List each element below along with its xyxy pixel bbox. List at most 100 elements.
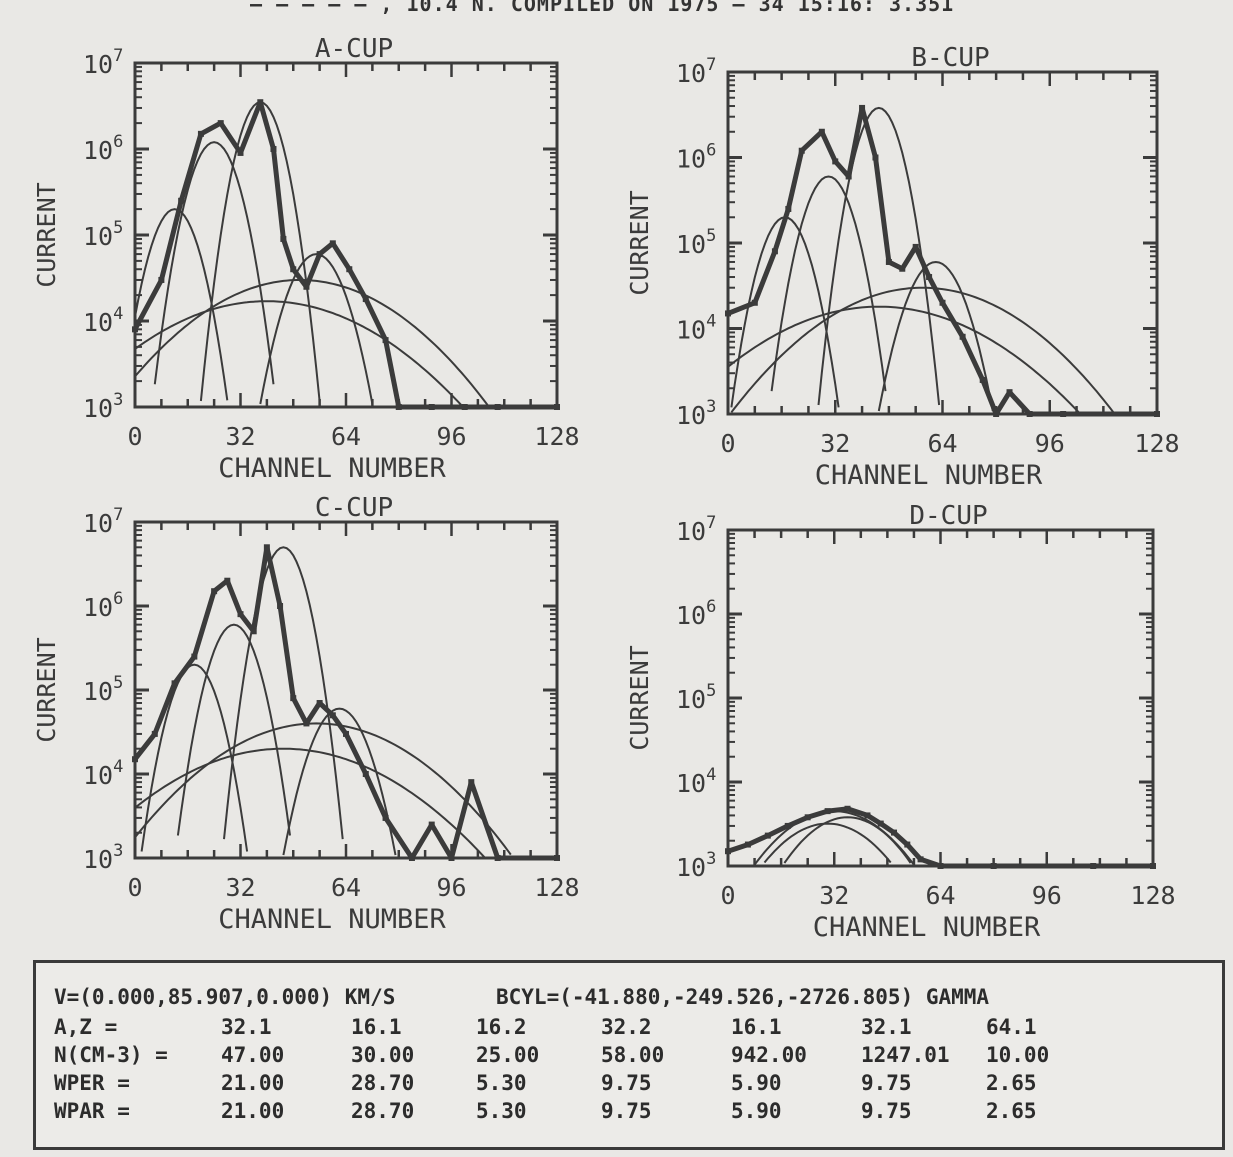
y-tick-label: 105 — [83, 218, 123, 251]
bcyl-line: BCYL=(-41.880,-249.526,-2726.805) GAMMA — [496, 985, 990, 1009]
table-cell: 5.30 — [476, 1071, 527, 1095]
y-tick-label: 104 — [83, 304, 123, 337]
table-cell: 942.00 — [731, 1043, 807, 1067]
data-point — [1090, 863, 1097, 869]
data-point — [771, 248, 778, 255]
data-point — [764, 832, 771, 839]
fit-component-4 — [259, 253, 374, 405]
y-tick-label: 106 — [83, 132, 123, 165]
x-axis-label: CHANNEL NUMBER — [813, 912, 1041, 943]
fit-component-5 — [730, 286, 1115, 413]
data-point — [178, 197, 185, 204]
data-point — [926, 274, 933, 281]
data-point — [237, 149, 244, 156]
fit-component-1 — [140, 663, 249, 852]
data-point — [993, 411, 1000, 417]
data-point — [280, 235, 287, 242]
y-axis-label: CURRENT — [625, 190, 654, 295]
x-tick-label: 128 — [1134, 429, 1179, 458]
y-tick-label: 107 — [676, 55, 716, 88]
data-point — [939, 299, 946, 306]
data-point — [859, 104, 866, 111]
data-point — [290, 266, 297, 273]
x-tick-label: 96 — [436, 422, 466, 451]
fit-component-4 — [282, 707, 397, 856]
data-point — [343, 730, 349, 737]
plot-frame — [133, 61, 559, 409]
table-cell: 5.90 — [731, 1099, 782, 1123]
total-current-line — [727, 105, 1157, 417]
data-point — [250, 628, 257, 635]
table-cell: 16.1 — [731, 1015, 782, 1039]
y-tick-label: 103 — [83, 841, 123, 874]
data-point — [151, 730, 158, 737]
plot-frame — [726, 70, 1159, 416]
chart-panel-c: 103 104 105 106 107 0 32 64 96 128 CHANNEL NUMBER C… — [32, 493, 580, 935]
data-point — [725, 848, 731, 855]
chart-title: C-CUP — [315, 493, 393, 523]
data-point — [784, 822, 791, 829]
data-point — [197, 130, 204, 137]
header-text: — — — — — , 10.4 N. COMPILED ON 1975 — 3… — [250, 0, 955, 14]
total-current-line — [727, 806, 1153, 869]
fit-component-3 — [763, 822, 892, 864]
y-tick-label: 107 — [676, 513, 716, 546]
y-tick-label: 107 — [83, 505, 123, 538]
data-point — [725, 310, 731, 317]
data-point — [751, 299, 758, 306]
data-point — [959, 333, 966, 340]
table-cell: 16.1 — [351, 1015, 402, 1039]
fit-component-5 — [134, 722, 512, 856]
fit-component-5 — [134, 279, 489, 406]
data-point — [316, 700, 323, 707]
table-row-label: WPAR = — [54, 1099, 130, 1123]
total-current-line — [132, 99, 557, 410]
data-point — [990, 863, 997, 869]
x-tick-label: 64 — [927, 429, 957, 458]
data-point — [872, 154, 879, 161]
parameter-table: V=(0.000,85.907,0.000) KM/S BCYL=(-41.88… — [33, 960, 1225, 1150]
data-point — [237, 611, 244, 618]
table-cell: 21.00 — [221, 1099, 285, 1123]
y-tick-label: 106 — [83, 589, 123, 622]
data-point — [832, 158, 839, 165]
data-point — [270, 146, 277, 152]
table-row-label: A,Z = — [54, 1015, 118, 1039]
fit-component-6 — [134, 747, 486, 858]
data-point — [211, 588, 218, 595]
data-point — [158, 276, 165, 283]
data-point — [382, 814, 389, 821]
chart-title: D-CUP — [909, 501, 987, 531]
fit-component-2 — [783, 816, 912, 864]
data-point — [290, 695, 297, 702]
data-point — [554, 855, 560, 861]
x-tick-label: 32 — [819, 881, 849, 910]
data-point — [979, 376, 986, 383]
table-cell: 32.1 — [221, 1015, 272, 1039]
data-point — [428, 404, 435, 410]
chart-panel-b: 103 104 105 106 107 0 32 64 96 128 CHANNEL NUMBER C… — [625, 43, 1180, 491]
y-tick-label: 105 — [676, 226, 716, 259]
data-point — [1006, 389, 1013, 396]
table-cell: 32.1 — [861, 1015, 912, 1039]
y-tick-label: 103 — [676, 849, 716, 882]
table-cell: 30.00 — [351, 1043, 415, 1067]
table-row-label: N(CM-3) = — [54, 1043, 168, 1067]
chart-title: B-CUP — [911, 43, 989, 73]
y-axis-label: CURRENT — [625, 645, 654, 750]
data-point — [217, 120, 224, 127]
fit-component-2 — [176, 623, 291, 836]
fit-component-2 — [153, 141, 275, 385]
data-point — [132, 326, 138, 333]
table-cell: 16.2 — [476, 1015, 527, 1039]
data-point — [224, 577, 231, 584]
table-cell: 10.00 — [986, 1043, 1050, 1067]
data-point — [494, 404, 501, 410]
data-point — [877, 820, 884, 827]
data-point — [191, 653, 198, 660]
total-current-line — [133, 544, 557, 861]
plot-frame — [726, 528, 1155, 868]
data-point — [329, 240, 336, 247]
table-cell: 2.65 — [986, 1071, 1037, 1095]
data-point — [798, 147, 805, 154]
